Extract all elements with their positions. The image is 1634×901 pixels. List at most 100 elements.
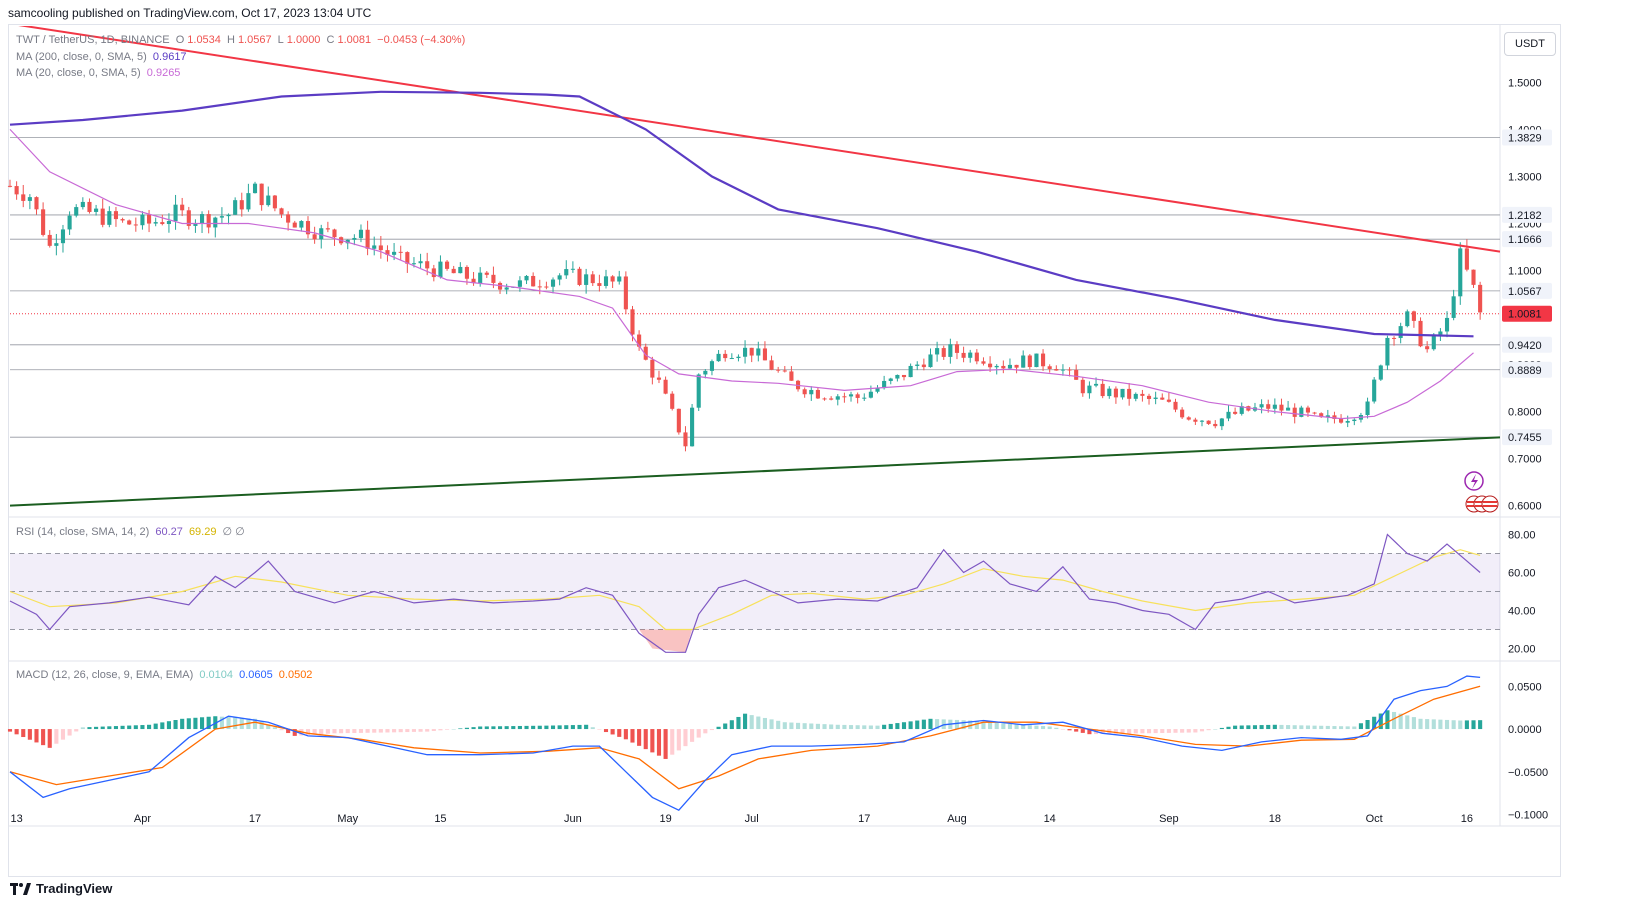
candle-body [1378,365,1383,380]
macd-histogram-bar [107,726,112,730]
candle-body [1299,407,1304,417]
candle-body [94,208,99,212]
rsi-oversold-fill [639,629,693,653]
candle-body [1444,317,1450,332]
macd-histogram-bar [1365,720,1370,730]
change-value: −0.0453 (−4.30%) [377,34,466,46]
low-label: L [277,34,284,46]
macd-histogram-bar [1041,726,1046,730]
candle-body [723,353,728,359]
macd-histogram-bar [1173,729,1178,733]
candle-body [1286,407,1291,411]
candle-body [392,251,397,255]
candle-body [1100,383,1105,397]
macd-histogram-bar [259,721,264,730]
macd-histogram-bar [1206,729,1211,731]
macd-histogram-bar [1418,718,1423,730]
macd-histogram-bar [425,729,430,732]
macd-histogram-bar [471,727,476,730]
macd-histogram-bar [676,729,681,751]
candle-body [822,398,827,400]
macd-histogram-bar [41,729,46,746]
candle-body [564,269,569,276]
macd-histogram-bar [497,726,503,730]
candle-body [1339,418,1344,423]
macd-histogram-bar [1146,729,1152,734]
macd-histogram-bar [54,729,59,744]
macd-histogram-bar [1047,726,1052,730]
candle-body [272,195,277,209]
macd-histogram-bar [1425,719,1430,730]
candle-body [517,280,522,287]
candle-body [1007,364,1013,369]
currency-button[interactable]: USDT [1504,32,1556,56]
candle-body [716,353,721,362]
macd-histogram-bar [1113,729,1118,734]
macd-histogram-bar [1054,727,1059,730]
macd-histogram-bar [557,725,562,730]
level-label-box [1502,429,1552,446]
macd-histogram-bar [1080,729,1085,733]
macd-histogram-bar [1087,729,1092,735]
macd-histogram-bar [743,713,748,730]
candle-body [868,391,873,398]
macd-histogram-bar [1279,724,1284,730]
macd-histogram-bar [928,718,933,730]
candle-body [1352,419,1357,422]
candle-body [252,183,258,194]
macd-histogram-bar [908,721,913,730]
macd-histogram-bar [226,717,231,730]
high-label: H [226,34,235,46]
macd-histogram-bar [988,722,993,730]
macd-histogram-bar [683,729,688,747]
candle-body [213,217,218,228]
macd-histogram-bar [352,729,357,734]
macd-tick-label: −0.1000 [1508,809,1548,821]
candle-body [1305,407,1311,413]
candle-body [1160,397,1165,400]
footer-brand-text: TradingView [36,881,113,896]
support-trendline [10,436,1500,507]
macd-histogram-bar [729,720,734,730]
macd-histogram-bar [1431,719,1436,730]
candle-body [180,204,185,211]
candle-body [1292,407,1297,417]
candle-body [1365,401,1370,416]
resistance-trendline [18,26,1500,253]
macd-tick-label: 0.0000 [1508,724,1542,736]
macd-histogram-bar [524,725,529,730]
macd-histogram-bar [994,722,999,730]
candle-body [994,365,999,368]
candle-body [504,287,509,290]
macd-histogram-bar [968,720,973,730]
candle-body [1405,311,1410,327]
level-label: 1.1666 [1508,234,1542,246]
candle-body [206,214,211,228]
candle-body [147,214,152,224]
macd-histogram-bar [14,729,19,735]
macd-histogram-bar [160,722,165,730]
footer-brand[interactable]: TradingView [10,881,112,896]
macd-histogram-bar [1464,720,1469,730]
macd-histogram-bar [458,728,463,730]
rsi-label: RSI (14, close, SMA, 14, 2) [16,526,150,538]
candle-body [610,276,615,282]
macd-histogram-bar [1153,729,1158,734]
macd-histogram-bar [166,721,171,730]
candle-body [14,186,19,195]
macd-histogram-bar [888,723,893,730]
candle-body [1431,334,1436,350]
macd-histogram-bar [776,720,781,730]
candle-body [1173,401,1178,410]
price-tick-label: 1.3000 [1508,171,1542,183]
macd-histogram-bar [7,729,13,732]
candle-body [782,370,787,372]
macd-histogram-bar [511,726,516,730]
candle-body [484,272,489,275]
candle-body [160,222,165,225]
candle-body [153,222,158,224]
macd-histogram-bar [829,724,834,730]
candle-body [199,214,205,224]
candle-body [1239,406,1244,414]
